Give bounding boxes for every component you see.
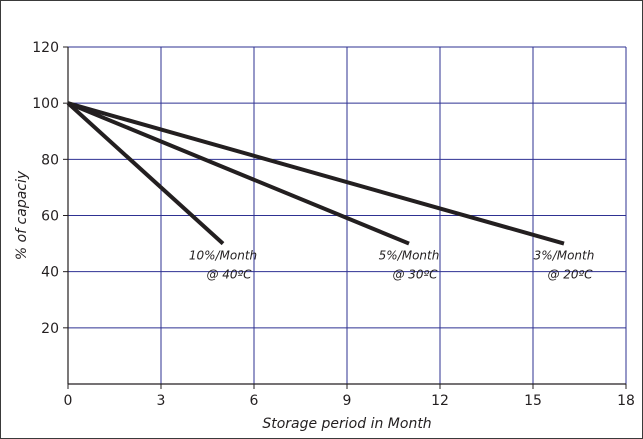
x-tick-label: 0 (64, 393, 73, 409)
y-tick-label: 40 (41, 265, 59, 281)
series-line (67, 101, 410, 246)
series-annotation-temp: @ 40ºC (206, 268, 252, 282)
y-tick-label: 20 (41, 321, 59, 337)
y-tick-label: 80 (41, 152, 59, 168)
x-tick-label: 3 (157, 393, 166, 409)
series-annotation-rate: 5%/Month (379, 249, 440, 263)
series-annotation-temp: @ 20ºC (547, 268, 593, 282)
x-axis-label: Storage period in Month (262, 416, 431, 432)
y-tick-label: 100 (32, 96, 59, 112)
series-annotation-rate: 10%/Month (189, 249, 257, 263)
y-tick-label: 60 (41, 209, 59, 225)
y-axis-label: % of capaciy (14, 170, 30, 260)
series-annotation-temp: @ 30ºC (392, 268, 438, 282)
x-tick-label: 15 (524, 393, 542, 409)
x-tick-label: 9 (343, 393, 352, 409)
series-line (67, 101, 565, 246)
series-annotation-rate: 3%/Month (534, 249, 595, 263)
x-tick-label: 18 (617, 393, 635, 409)
x-tick-label: 6 (250, 393, 259, 409)
series-line (66, 101, 225, 246)
y-tick-label: 120 (32, 40, 59, 56)
x-tick-label: 12 (431, 393, 449, 409)
